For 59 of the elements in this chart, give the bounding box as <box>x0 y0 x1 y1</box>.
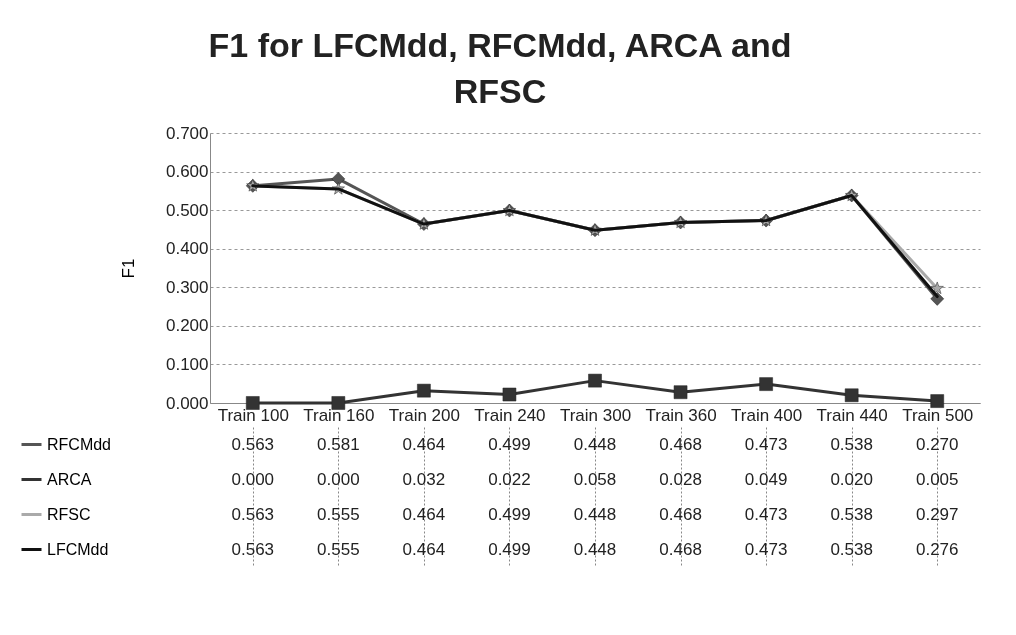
x-tick-label: Train 200 <box>388 405 460 425</box>
data-label: 0.464 <box>402 434 446 454</box>
data-label: 0.058 <box>573 469 617 489</box>
data-label: 0.499 <box>488 434 531 454</box>
y-tick-label: 0.100 <box>165 354 209 374</box>
data-label: 0.473 <box>744 539 788 559</box>
data-label: 0.473 <box>744 434 788 454</box>
data-label: 0.468 <box>659 434 702 454</box>
data-label: 0.000 <box>317 469 360 489</box>
data-label: 0.563 <box>231 434 275 454</box>
legend-label: RFSC <box>47 505 91 523</box>
data-label: 0.049 <box>744 469 788 489</box>
data-label: 0.276 <box>915 539 959 559</box>
legend-label: RFCMdd <box>47 435 112 453</box>
y-tick-label: 0.400 <box>165 239 209 259</box>
x-tick-label: Train 160 <box>303 405 375 425</box>
data-label: 0.581 <box>317 434 360 454</box>
y-axis-title: F1 <box>118 258 138 279</box>
data-label: 0.297 <box>915 504 959 524</box>
data-label: 0.448 <box>573 504 617 524</box>
data-label: 0.000 <box>231 469 275 489</box>
data-label: 0.555 <box>317 539 360 559</box>
y-tick-label: 0.000 <box>165 393 209 413</box>
data-label: 0.448 <box>573 434 617 454</box>
data-label: 0.538 <box>830 539 873 559</box>
legend-label: LFCMdd <box>47 540 109 558</box>
x-tick-label: Train 300 <box>559 405 632 425</box>
data-label: 0.032 <box>402 469 446 489</box>
x-tick-label: Train 440 <box>816 405 888 425</box>
y-tick-label: 0.700 <box>165 123 209 143</box>
data-label: 0.464 <box>402 504 446 524</box>
x-tick-label: Train 100 <box>217 405 289 425</box>
data-label: 0.473 <box>744 504 788 524</box>
x-tick-label: Train 240 <box>474 405 546 425</box>
data-label: 0.020 <box>830 469 873 489</box>
y-tick-label: 0.300 <box>165 277 209 297</box>
data-label: 0.468 <box>659 539 702 559</box>
y-tick-label: 0.200 <box>165 316 209 336</box>
x-tick-label: Train 500 <box>902 405 974 425</box>
data-label: 0.448 <box>573 539 617 559</box>
data-label: 0.538 <box>830 504 873 524</box>
data-label: 0.563 <box>231 539 275 559</box>
data-label: 0.538 <box>830 434 873 454</box>
data-label: 0.005 <box>915 469 959 489</box>
data-label: 0.555 <box>317 504 360 524</box>
data-label: 0.464 <box>402 539 446 559</box>
data-label: 0.022 <box>488 469 531 489</box>
data-label: 0.028 <box>659 469 702 489</box>
x-tick-label: Train 400 <box>731 405 803 425</box>
legend-label: ARCA <box>47 470 92 488</box>
data-label: 0.563 <box>231 504 275 524</box>
y-tick-label: 0.500 <box>165 200 209 220</box>
y-tick-label: 0.600 <box>165 162 209 182</box>
x-tick-label: Train 360 <box>645 405 717 425</box>
data-label: 0.468 <box>659 504 702 524</box>
chart-title: F1 for LFCMdd, RFCMdd, ARCA and RFSC <box>208 26 792 110</box>
data-label: 0.499 <box>488 504 531 524</box>
data-label: 0.499 <box>488 539 531 559</box>
data-label: 0.270 <box>915 434 959 454</box>
